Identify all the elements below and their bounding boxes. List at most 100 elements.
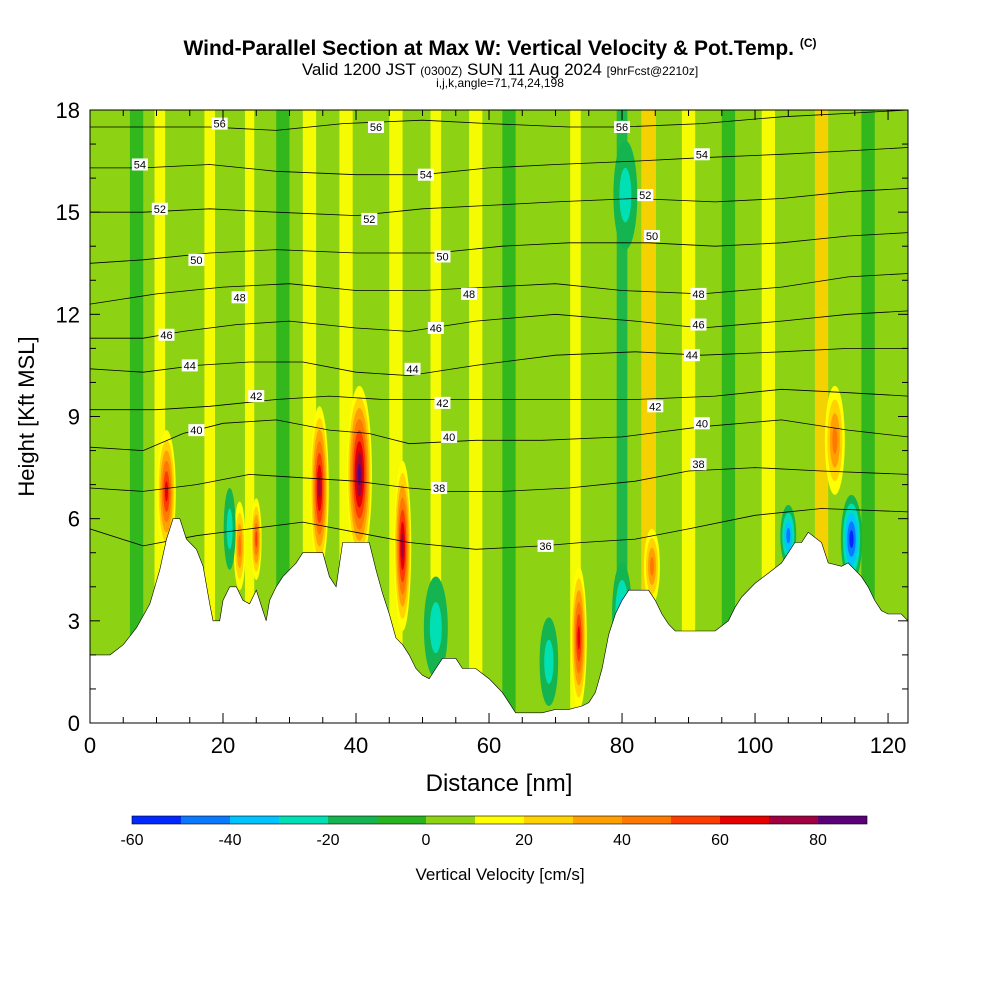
colorbar-swatch	[622, 816, 671, 824]
y-tick-label: 18	[56, 98, 80, 123]
theta-label: 46	[158, 328, 175, 342]
theta-label-text: 48	[234, 292, 246, 304]
w-cell	[832, 426, 838, 454]
theta-label: 52	[151, 202, 168, 216]
theta-contours	[90, 110, 908, 550]
theta-label-text: 52	[363, 214, 375, 226]
theta-label-bg	[683, 349, 700, 362]
colorbar: -60 -40 -20 0 20 40 60 80 Vertical Velocity [cm/…	[120, 815, 868, 884]
theta-contour	[90, 348, 908, 377]
colorbar-swatch	[230, 816, 279, 824]
theta-label-text: 50	[436, 251, 448, 263]
theta-label-text: 46	[160, 330, 172, 342]
theta-label-text: 40	[190, 425, 202, 437]
theta-label: 38	[690, 458, 707, 471]
colorbar-tick-label: 40	[613, 832, 631, 849]
theta-label-bg	[441, 430, 458, 443]
theta-label: 56	[367, 121, 384, 134]
theta-label-bg	[643, 230, 660, 243]
theta-contour	[90, 467, 908, 492]
theta-label-bg	[158, 328, 175, 341]
theta-label-bg	[367, 121, 384, 134]
w-band	[129, 110, 144, 723]
theta-label: 54	[693, 148, 710, 161]
w-band	[761, 110, 775, 723]
theta-label: 56	[614, 121, 631, 134]
theta-contour	[90, 232, 908, 264]
theta-label: 52	[637, 189, 654, 202]
theta-label: 52	[361, 212, 378, 226]
w-cell	[577, 625, 581, 650]
y-tick-label: 15	[56, 200, 80, 225]
x-tick-label: 120	[870, 733, 907, 758]
y-tick-label: 0	[68, 711, 80, 736]
theta-label-bg	[248, 390, 265, 403]
plot-area: 36 38 38 40 40 40 42 42 42 44 44 44 46 46 46 48 48 48 50 50…	[90, 110, 908, 723]
colorbar-swatch	[573, 816, 622, 824]
colorbar-tick-label: 60	[711, 832, 729, 849]
subtitle-date: SUN 11 Aug 2024	[467, 60, 602, 79]
theta-label: 46	[690, 318, 707, 332]
colorbar-tick-label: -40	[218, 832, 241, 849]
w-band	[570, 110, 581, 723]
theta-label-text: 44	[686, 350, 698, 362]
theta-label: 44	[181, 359, 198, 372]
colorbar-swatch	[769, 816, 818, 824]
y-tick-label: 6	[68, 507, 80, 532]
theta-label-bg	[188, 253, 205, 266]
theta-label: 50	[434, 250, 451, 263]
colorbar-swatch	[328, 816, 377, 824]
w-band	[204, 110, 216, 723]
theta-label: 40	[693, 417, 710, 430]
x-tick-label: 60	[477, 733, 501, 758]
colorbar-swatch	[377, 816, 426, 824]
colorbar-swatch	[720, 816, 769, 824]
theta-label-text: 48	[463, 289, 475, 301]
w-cell	[164, 481, 169, 502]
x-tick-label: 40	[344, 733, 368, 758]
colorbar-swatch	[132, 816, 181, 824]
colorbar-swatch	[818, 816, 867, 824]
w-cell	[786, 528, 791, 544]
theta-label-bg	[690, 458, 707, 471]
theta-label: 48	[461, 287, 478, 301]
theta-label-text: 40	[443, 432, 455, 444]
w-cell	[401, 533, 404, 559]
w-cell	[255, 530, 258, 548]
theta-label-bg	[151, 202, 168, 215]
y-tick-label: 3	[68, 609, 80, 634]
theta-label-text: 56	[214, 119, 226, 131]
theta-contour	[90, 187, 908, 217]
w-cell	[619, 167, 632, 223]
theta-labels: 36 38 38 40 40 40 42 42 42 44 44 44 46 46 46 48 48 48 50 50…	[131, 117, 710, 553]
x-tick-label: 80	[610, 733, 634, 758]
theta-label-text: 56	[616, 122, 628, 134]
copyright-mark: (C)	[799, 36, 817, 50]
theta-label: 50	[643, 230, 660, 243]
theta-contour	[90, 273, 908, 305]
theta-contour	[90, 147, 908, 176]
w-band	[721, 110, 736, 723]
w-band	[430, 110, 442, 723]
theta-label: 54	[131, 158, 148, 171]
colorbar-frame	[131, 815, 868, 825]
terrain	[90, 518, 908, 723]
theta-label: 44	[683, 349, 700, 362]
theta-label-bg	[461, 287, 478, 300]
theta-label-bg	[693, 417, 710, 430]
x-tick-label: 20	[211, 733, 235, 758]
theta-label: 42	[647, 400, 664, 413]
w-band	[522, 110, 536, 723]
theta-label-text: 46	[692, 320, 704, 332]
colorbar-tick-label: -60	[120, 832, 143, 849]
x-axis-label: Distance [nm]	[426, 770, 573, 797]
theta-label-text: 56	[370, 122, 382, 134]
colorbar-tick-label: -20	[316, 832, 339, 849]
theta-label: 46	[427, 321, 444, 335]
colorbar-swatch	[524, 816, 573, 824]
theta-label-bg	[693, 148, 710, 161]
theta-label-bg	[434, 250, 451, 263]
theta-label-text: 54	[134, 159, 146, 171]
theta-label: 54	[417, 168, 434, 182]
